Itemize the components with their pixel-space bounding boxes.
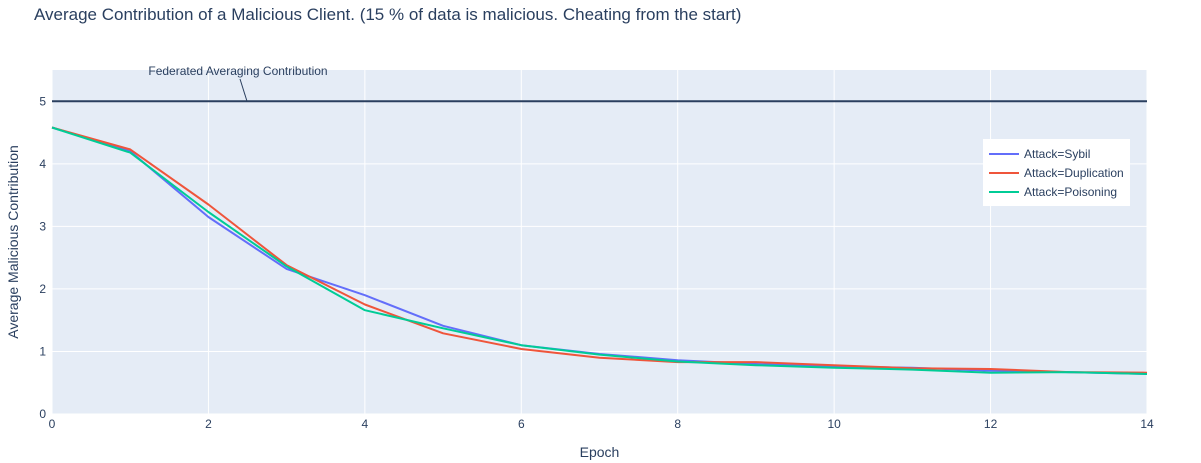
- annotation-arrow: [239, 78, 248, 102]
- grid-layer: [51, 70, 1148, 415]
- x-tick-label: 2: [205, 417, 212, 431]
- x-axis-title: Epoch: [580, 444, 620, 460]
- x-tick-label: 10: [827, 417, 841, 431]
- y-tick-label: 4: [39, 157, 46, 171]
- series-line-duplication: [51, 126, 1148, 374]
- plot-background: [52, 70, 1147, 414]
- y-axis-title: Average Malicious Contribution: [5, 145, 21, 339]
- series-layer: [51, 126, 1148, 375]
- legend-item-label[interactable]: Attack=Sybil: [1024, 147, 1090, 161]
- y-tick-label: 5: [39, 94, 46, 108]
- x-tick-label: 12: [984, 417, 998, 431]
- legend-item-label[interactable]: Attack=Poisoning: [1024, 185, 1117, 199]
- x-tick-label: 0: [49, 417, 56, 431]
- y-tick-label: 1: [39, 344, 46, 358]
- series-line-poisoning: [51, 126, 1148, 375]
- x-tick-label: 14: [1140, 417, 1154, 431]
- x-tick-label: 8: [674, 417, 681, 431]
- reference-annotation: Federated Averaging Contribution: [148, 64, 327, 78]
- y-tick-label: 3: [39, 219, 46, 233]
- legend-item-label[interactable]: Attack=Duplication: [1024, 166, 1124, 180]
- x-tick-label: 4: [362, 417, 369, 431]
- y-tick-label: 2: [39, 282, 46, 296]
- y-tick-label: 0: [39, 407, 46, 421]
- reference-layer: Federated Averaging Contribution: [52, 64, 1147, 103]
- chart-title: Average Contribution of a Malicious Clie…: [34, 5, 742, 24]
- legend[interactable]: Attack=Sybil Attack=Duplication Attack=Poi…: [983, 139, 1130, 206]
- x-tick-label: 6: [518, 417, 525, 431]
